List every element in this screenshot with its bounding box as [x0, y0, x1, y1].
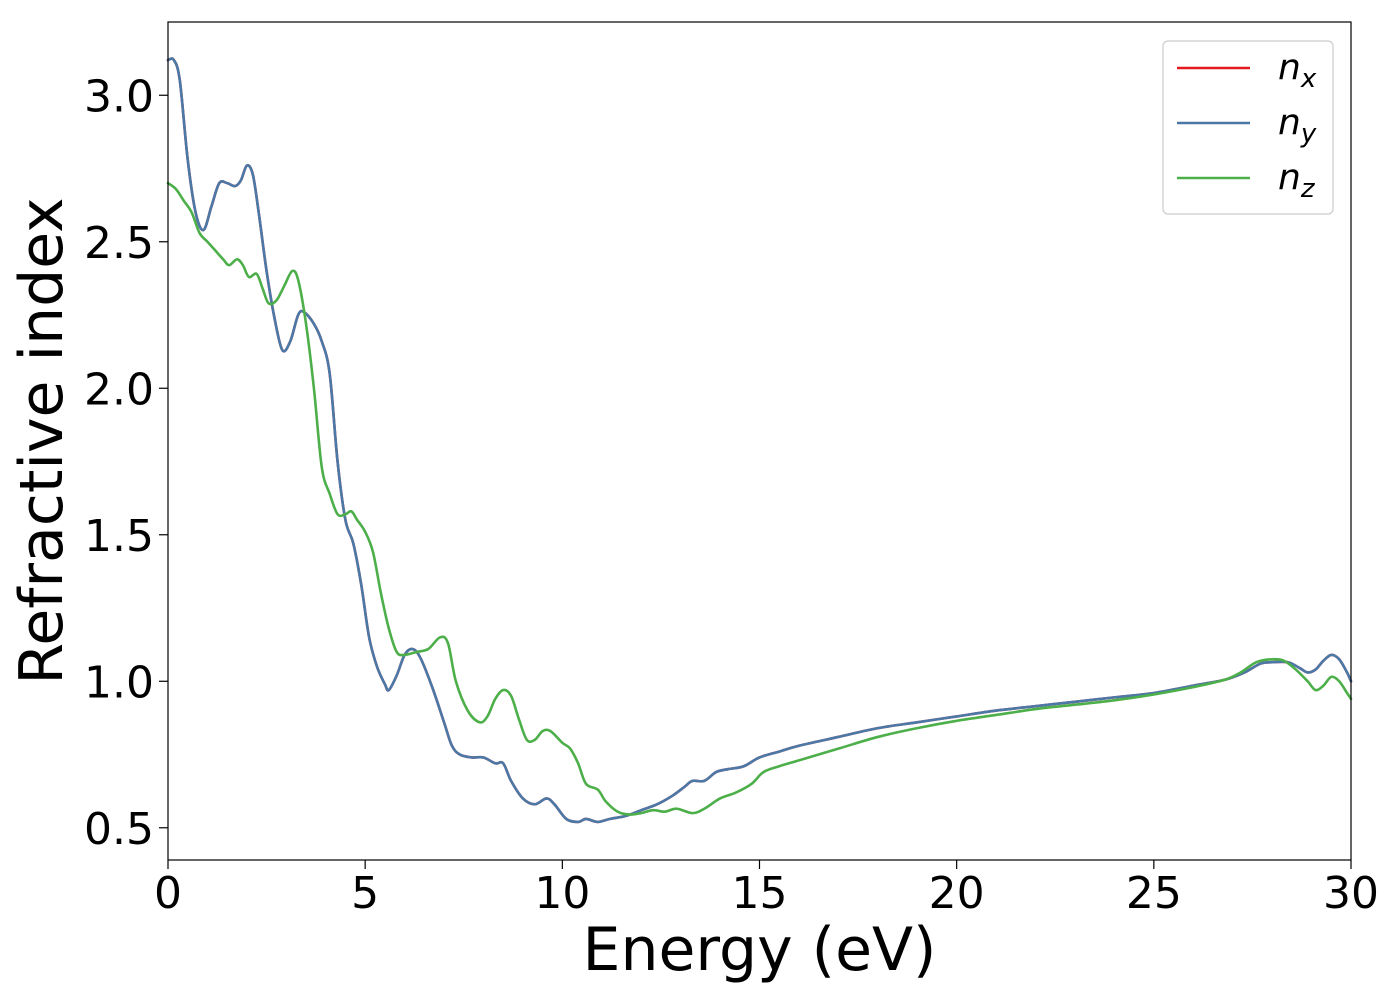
- y-tick-label: 3.0: [84, 71, 154, 122]
- x-tick-label: 10: [534, 868, 590, 919]
- series-layer: [166, 57, 1353, 824]
- x-tick-label: 0: [154, 868, 182, 919]
- y-tick-label: 2.5: [84, 218, 154, 269]
- y-tick-label: 1.5: [84, 511, 154, 562]
- y-tick-label: 1.0: [84, 657, 154, 708]
- y-axis-ticks: 0.5 1.0 1.5 2.0 2.5 3.0: [84, 71, 168, 855]
- y-tick-label: 2.0: [84, 364, 154, 415]
- y-axis-title: Refractive index: [7, 197, 77, 684]
- y-tick-label: 0.5: [84, 804, 154, 855]
- legend-box: [1162, 40, 1334, 215]
- x-axis-ticks: 0 5 10 15 20 25 30: [154, 860, 1379, 919]
- x-tick-label: 15: [732, 868, 788, 919]
- x-axis-title: Energy (eV): [583, 915, 937, 985]
- x-tick-label: 5: [351, 868, 379, 919]
- x-tick-label: 30: [1323, 868, 1379, 919]
- series-line-n-z: [166, 181, 1353, 816]
- x-tick-label: 25: [1126, 868, 1182, 919]
- x-tick-label: 20: [929, 868, 985, 919]
